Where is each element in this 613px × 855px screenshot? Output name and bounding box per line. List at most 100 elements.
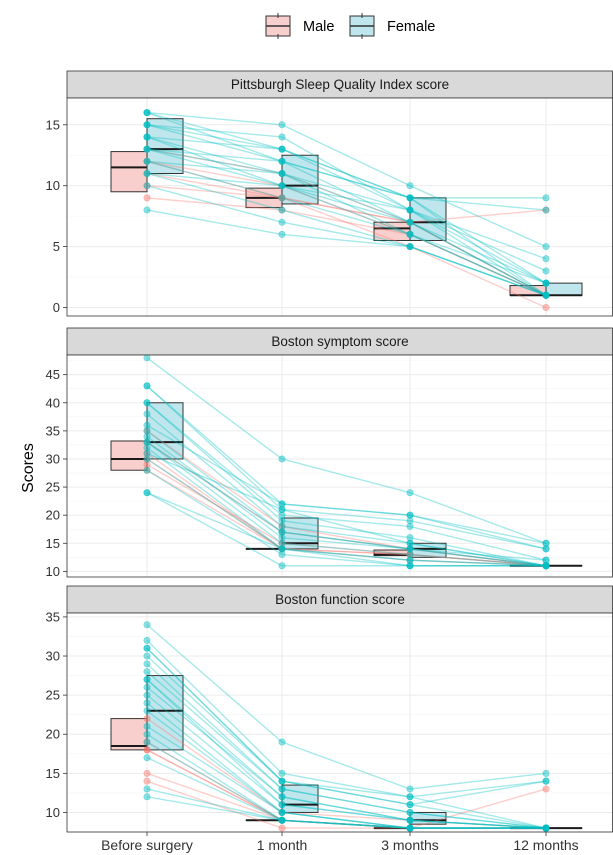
data-point-female [143,683,151,691]
subject-line-male [146,463,547,567]
data-point-female [143,691,151,699]
y-tick-label: 35 [46,609,60,624]
data-point-female [278,528,286,536]
subject-line-female [146,647,547,806]
facet-title: Boston function score [275,592,405,607]
data-point-female [278,157,286,165]
data-point-female [278,230,286,238]
x-tick-label: 3 months [381,837,439,853]
data-point-female [278,506,286,514]
facet-panel-2: Boston symptom score 10 15 20 25 30 35 40 45 [46,327,613,579]
data-point-female [143,382,151,390]
data-point-female [278,170,286,178]
data-point-female [406,808,414,816]
subject-line-female [146,148,547,296]
data-point-female [143,722,151,730]
x-tick-label: 12 months [513,837,578,853]
subject-line-female [146,702,546,829]
data-point-female [278,777,286,785]
subject-line-female [146,136,547,296]
y-tick-label: 15 [46,117,60,132]
facet-title: Pittsburgh Sleep Quality Index score [231,77,449,92]
data-point-female [406,522,414,530]
data-point-male [143,461,151,469]
data-point-female [278,455,286,463]
data-point-female [143,145,151,153]
data-point-female [143,455,151,463]
data-point-female [143,621,151,629]
data-point-female [278,793,286,801]
y-tick-label: 30 [46,649,60,664]
subject-line-female [146,136,547,272]
subject-line-female [146,788,546,829]
facet-panel-3: Boston function score 10 15 20 25 30 35 [46,585,613,833]
data-point-female [143,399,151,407]
data-point-female [542,556,550,564]
subject-line-male [146,749,546,829]
data-point-female [406,534,414,542]
data-point-male [143,194,151,202]
subject-line-female [146,741,546,829]
data-point-female [143,206,151,214]
subject-line-female [146,160,547,296]
data-point-female [143,157,151,165]
box-female [146,675,184,751]
data-point-female [143,754,151,762]
data-point-female [542,243,550,251]
panel-border [66,354,613,578]
subject-line-female [146,357,547,544]
facet-strip [66,327,613,356]
data-point-male [143,769,151,777]
data-point-female [143,170,151,178]
subject-line-female [146,447,547,567]
data-point-female [406,230,414,238]
data-point-female [278,145,286,153]
data-point-female [143,785,151,793]
data-point-female [278,769,286,777]
data-point-female [143,793,151,801]
data-point-female [542,545,550,553]
subject-line-female [146,671,547,829]
subject-line-male [146,430,547,567]
data-point-female [542,279,550,287]
subject-line-female [146,694,547,829]
subject-line-female [146,492,547,567]
data-point-female [278,133,286,141]
legend: Male Female [265,13,435,39]
data-point-female [406,489,414,497]
y-tick-label: 20 [46,508,60,523]
subject-line-female [146,624,547,790]
y-tick-label: 20 [46,727,60,742]
subject-line-female [146,435,547,561]
facet-title: Boston symptom score [271,334,408,349]
data-point-female [406,793,414,801]
y-tick-label: 5 [53,239,60,254]
subject-line-female [146,710,546,829]
subject-line-male [146,172,547,223]
y-tick-label: 15 [46,536,60,551]
data-point-female [143,707,151,715]
data-point-female [278,562,286,570]
data-point-female [143,182,151,190]
y-tick-label: 10 [46,564,60,579]
y-tick-label: 45 [46,367,60,382]
y-tick-label: 35 [46,423,60,438]
data-point-female [143,738,151,746]
data-point-female [278,785,286,793]
data-point-female [143,675,151,683]
subject-line-male [146,184,547,309]
subject-line-female [146,385,547,550]
data-point-male [143,746,151,754]
data-point-female [278,545,286,553]
data-point-female [278,218,286,226]
data-point-female [143,660,151,668]
box-female [409,542,447,558]
data-point-female [143,668,151,676]
data-point-female [278,500,286,508]
data-point-female [278,121,286,129]
subject-line-female [146,124,547,284]
legend-label-male: Male [303,19,334,35]
legend-item-male: Male [265,13,334,39]
data-point-female [542,255,550,263]
subject-line-female [146,647,547,829]
